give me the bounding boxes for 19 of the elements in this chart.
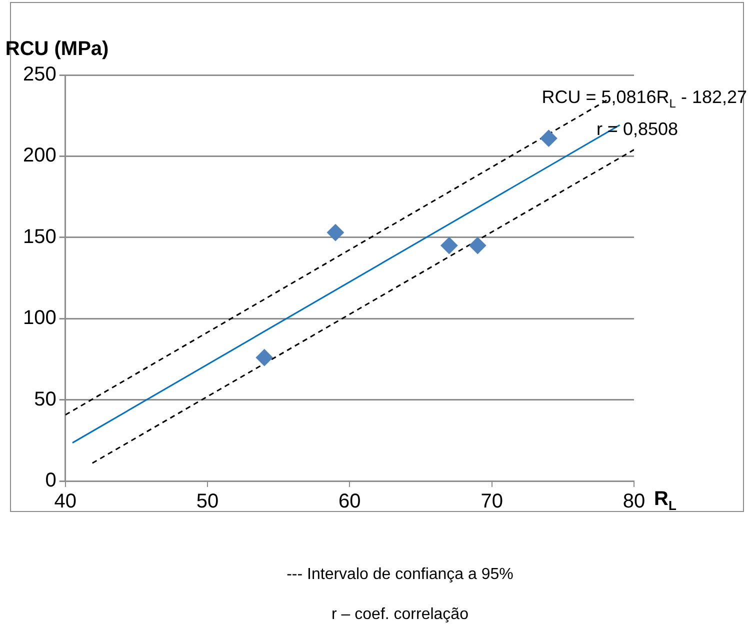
- y-tick-label: 250: [22, 64, 56, 86]
- text: r – coef. correlação: [332, 606, 469, 623]
- x-tick-label: 60: [338, 490, 361, 513]
- point: [540, 130, 558, 147]
- x-tick-label: 70: [480, 490, 503, 513]
- point: [469, 237, 486, 254]
- y-tick-label: 200: [22, 144, 56, 167]
- x-tick-label: 80: [622, 490, 646, 513]
- y-tick-label: 100: [22, 307, 56, 330]
- point: [256, 349, 273, 366]
- y-axis-title: RCU (MPa): [5, 38, 109, 60]
- x-tick-label: 50: [196, 490, 219, 513]
- text: --- Intervalo de confiança a 95%: [286, 566, 514, 583]
- y-tick-label: 50: [34, 388, 56, 410]
- point: [440, 237, 458, 254]
- point: [326, 224, 344, 242]
- y-tick-label: 150: [22, 226, 56, 248]
- y-tick-label: 0: [45, 470, 56, 492]
- x-tick-label: 40: [54, 490, 76, 513]
